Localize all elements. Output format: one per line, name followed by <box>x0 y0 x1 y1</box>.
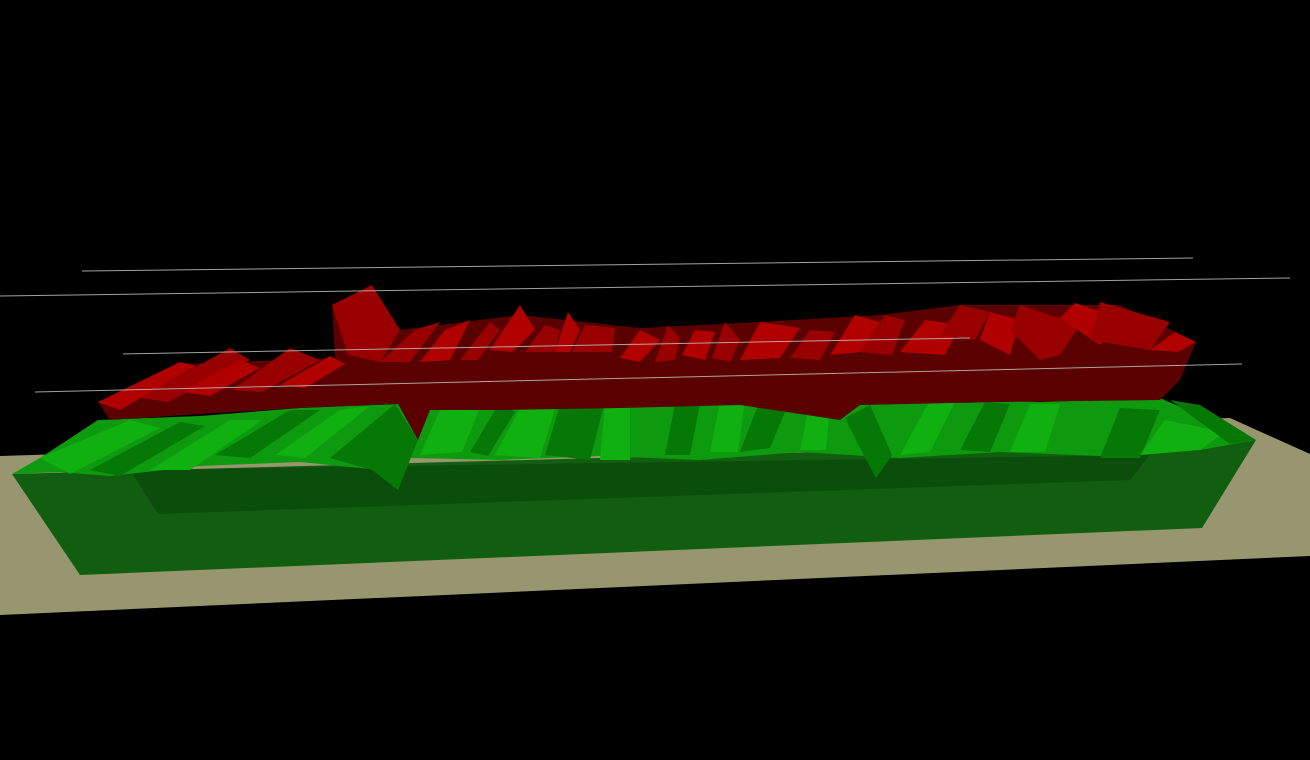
upper-volume-ridges <box>98 285 1196 410</box>
lower-volume-ridges <box>40 400 1256 490</box>
guide-lines <box>0 257 1291 393</box>
